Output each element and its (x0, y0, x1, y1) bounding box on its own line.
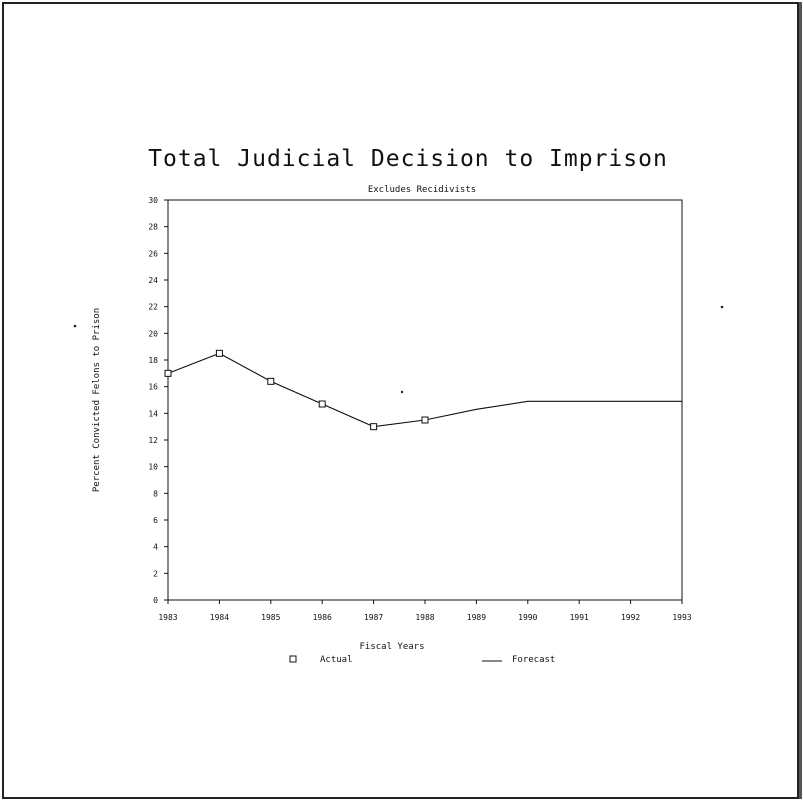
y-tick-label: 12 (148, 436, 158, 445)
y-tick-label: 6 (153, 516, 158, 525)
y-tick-label: 18 (148, 356, 158, 365)
y-tick-label: 20 (148, 329, 158, 338)
series-markers (164, 349, 429, 431)
y-tick-label: 22 (148, 303, 158, 312)
x-tick-label: 1988 (415, 613, 434, 622)
y-axis-label: Percent Convicted Felons to Prison (92, 308, 102, 492)
legend-forecast-label: Forecast (512, 655, 555, 665)
x-tick-label: 1984 (210, 613, 229, 622)
data-point-actual-1983 (164, 369, 172, 377)
y-tick-label: 10 (148, 463, 158, 472)
series-lines (167, 352, 682, 428)
y-tick-label: 16 (148, 383, 158, 392)
legend-actual-label: Actual (320, 655, 353, 665)
legend-actual-marker (289, 655, 297, 663)
y-tick-label: 24 (148, 276, 158, 285)
x-tick-label: 1993 (672, 613, 691, 622)
x-axis-label: Fiscal Years (359, 642, 424, 652)
x-tick-label: 1986 (313, 613, 332, 622)
y-tick-label: 0 (153, 596, 158, 605)
data-point-actual-1988 (421, 416, 429, 424)
y-tick-label: 14 (148, 409, 158, 418)
data-point-actual-1987 (370, 423, 378, 431)
x-tick-label: 1992 (621, 613, 640, 622)
x-tick-label: 1985 (261, 613, 280, 622)
scan-speck (720, 305, 724, 309)
y-tick-label: 4 (153, 543, 158, 552)
series-line-forecast (167, 352, 682, 428)
chart-title: Total Judicial Decision to Imprison (148, 146, 668, 172)
x-tick-label: 1990 (518, 613, 537, 622)
x-tick-label: 1983 (158, 613, 177, 622)
x-tick-label: 1991 (570, 613, 589, 622)
scan-speck (400, 390, 404, 394)
y-tick-label: 2 (153, 569, 158, 578)
legend: Actual Forecast (289, 655, 555, 665)
plot-area (167, 199, 683, 601)
y-tick-label: 28 (148, 223, 158, 232)
y-tick-label: 8 (153, 489, 158, 498)
y-tick-label: 30 (148, 196, 158, 205)
x-tick-label: 1989 (467, 613, 486, 622)
scan-speck (73, 324, 77, 328)
data-point-actual-1984 (215, 349, 223, 357)
chart-subtitle: Excludes Recidivists (368, 185, 476, 195)
x-axis: 1983 1984 1985 1986 1987 1988 1989 1990 1991 1992… (158, 600, 692, 622)
x-tick-label: 1987 (364, 613, 383, 622)
data-point-actual-1985 (267, 377, 275, 385)
y-tick-label: 26 (148, 249, 158, 258)
data-point-actual-1986 (318, 400, 326, 408)
